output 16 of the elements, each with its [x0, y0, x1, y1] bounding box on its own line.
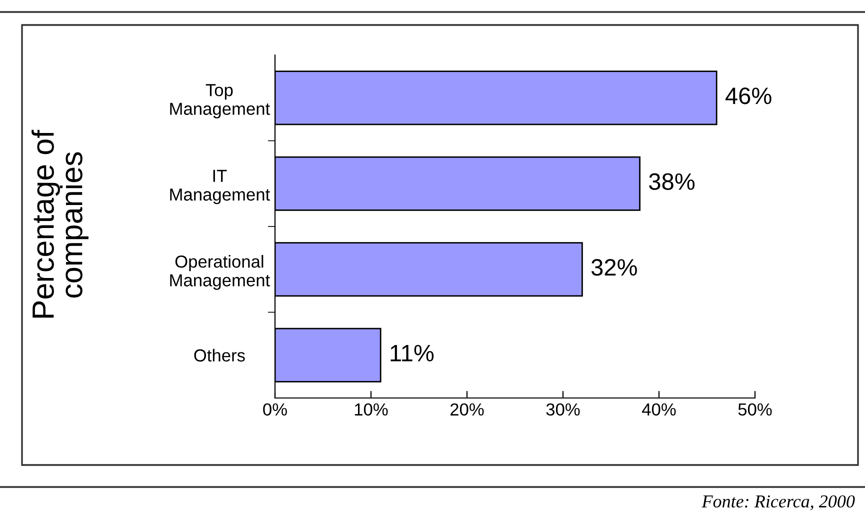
x-tick-label: 30%: [546, 403, 580, 416]
x-tick-label: 40%: [642, 403, 676, 416]
source-note: Fonte: Ricerca, 2000: [702, 495, 855, 510]
x-tick-label: 0%: [263, 403, 287, 416]
y-tick-label: Top Management: [170, 84, 270, 118]
y-tick-label: Operational Management: [170, 254, 270, 290]
x-tick-label: 10%: [354, 403, 388, 416]
data-label: 38%: [649, 173, 695, 190]
x-tick-label: 20%: [450, 403, 484, 416]
y-tick-label: IT Management: [170, 170, 270, 204]
data-label: 46%: [725, 87, 772, 104]
y-axis-title: Percentage of companies: [32, 130, 88, 318]
data-label: 32%: [591, 258, 637, 276]
data-label: 11%: [390, 344, 434, 362]
x-tick-label: 50%: [738, 403, 772, 416]
y-tick-label: Others: [194, 348, 245, 362]
